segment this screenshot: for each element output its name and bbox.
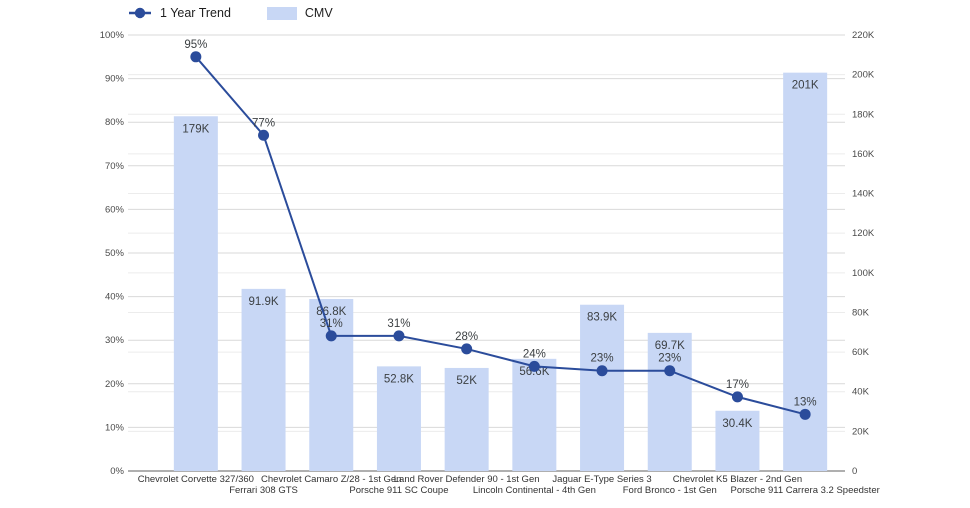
left-axis-tick: 30% [105,335,125,346]
right-axis-tick: 80K [852,307,870,318]
cmv-bar-label: 201K [792,80,819,92]
cmv-bar-label: 91.9K [249,296,279,308]
trend-point-label: 23% [658,353,681,365]
left-axis-tick: 60% [105,204,125,215]
chart-legend: 1 Year Trend CMV [128,6,333,20]
trend-point[interactable] [190,51,202,63]
left-axis-tick: 20% [105,379,125,390]
right-axis-tick: 180K [852,109,875,120]
right-axis-tick: 200K [852,70,875,81]
right-axis-tick: 0 [852,466,857,477]
cmv-bar-label: 69.7K [655,340,685,352]
right-axis-tick: 140K [852,189,875,200]
cmv-bar-label: 83.9K [587,312,617,324]
line-series-icon [129,7,151,19]
left-axis-tick: 70% [105,161,125,172]
trend-point-label: 31% [387,318,410,330]
cmv-bar[interactable] [647,332,692,471]
category-label: Porsche 911 SC Coupe [349,485,448,496]
trend-point-label: 13% [794,396,817,408]
cmv-bar-label: 52.8K [384,373,414,385]
cmv-bar[interactable] [376,366,421,471]
cmv-bar[interactable] [783,72,828,472]
trend-point[interactable] [258,129,270,141]
right-axis-tick: 60K [852,347,870,358]
category-label: Chevrolet Camaro Z/28 - 1st Gen [261,474,401,485]
trend-point[interactable] [393,330,405,342]
left-axis-tick: 100% [100,30,125,41]
category-label: Porsche 911 Carrera 3.2 Speedster [731,485,880,496]
left-axis-tick: 0% [110,466,124,477]
trend-point[interactable] [596,365,608,377]
category-label: Jaguar E-Type Series 3 [552,474,651,485]
legend-item-cmv: CMV [266,6,333,20]
trend-point[interactable] [528,360,540,372]
cmv-bar-label: 30.4K [722,418,752,430]
legend-label-cmv: CMV [304,6,333,20]
right-axis-tick: 40K [852,387,870,398]
right-axis-tick: 120K [852,228,875,239]
right-axis-tick: 20K [852,426,870,437]
trend-point-label: 77% [252,117,275,129]
category-label: Lincoln Continental - 4th Gen [473,485,596,496]
category-label: Chevrolet Corvette 327/360 [138,474,254,485]
legend-label-trend: 1 Year Trend [160,6,231,20]
trend-point[interactable] [731,391,743,403]
category-label: Ford Bronco - 1st Gen [623,485,717,496]
cmv-bar[interactable] [715,410,760,471]
cmv-bar[interactable] [580,304,625,471]
right-axis-tick: 100K [852,268,875,279]
cmv-bar[interactable] [309,298,354,471]
category-label: Land Rover Defender 90 - 1st Gen [394,474,540,485]
category-label: Chevrolet K5 Blazer - 2nd Gen [673,474,802,485]
cmv-bar[interactable] [173,116,218,471]
cmv-bar[interactable] [512,358,557,471]
cmv-bar[interactable] [241,288,286,471]
bar-series-swatch-icon [266,6,297,20]
legend-item-1-year-trend: 1 Year Trend [128,6,231,20]
right-axis-tick: 220K [852,30,875,41]
trend-point[interactable] [799,408,811,420]
right-axis-tick: 160K [852,149,875,160]
left-axis-tick: 10% [105,422,125,433]
cmv-bar[interactable] [444,367,489,471]
left-axis-tick: 50% [105,248,125,259]
trend-point-label: 95% [184,39,207,51]
trend-point-label: 31% [320,318,343,330]
trend-point-label: 24% [523,348,546,360]
trend-point[interactable] [664,365,676,377]
trend-point-label: 28% [455,331,478,343]
left-axis-tick: 40% [105,292,125,303]
trend-point[interactable] [461,343,473,355]
left-axis-tick: 80% [105,117,125,128]
trend-point-label: 17% [726,379,749,391]
category-label: Ferrari 308 GTS [229,485,298,496]
trend-point-label: 23% [591,353,614,365]
cmv-bar-label: 179K [182,123,209,135]
cmv-bar-label: 52K [456,375,477,387]
left-axis-tick: 90% [105,74,125,85]
trend-point[interactable] [325,330,337,342]
trend-line [195,56,806,416]
